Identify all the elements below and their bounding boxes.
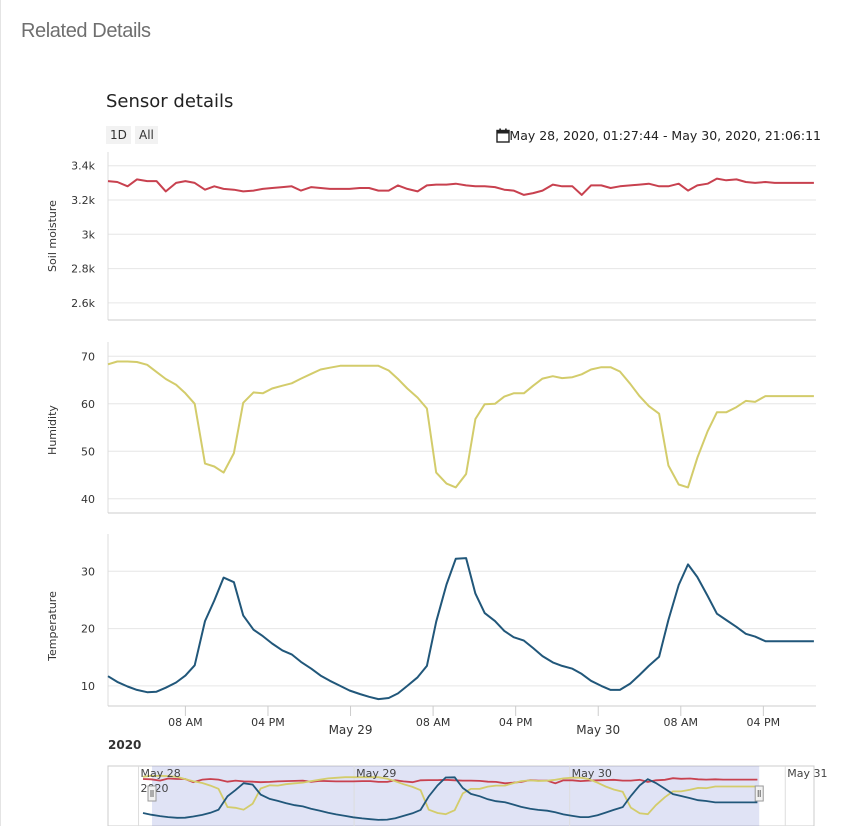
series-line-humidity[interactable] <box>107 360 814 489</box>
x-tick-label: 04 PM <box>251 716 285 729</box>
y-axis-title: Humidity <box>46 405 59 455</box>
date-range-label[interactable]: May 28, 2020, 01:27:44 - May 30, 2020, 2… <box>509 128 821 143</box>
y-tick-label: 30 <box>81 565 95 578</box>
y-tick-label: 3.4k <box>71 160 95 173</box>
y-tick-label: 3k <box>82 228 96 241</box>
x-tick-label: May 29 <box>329 723 373 737</box>
navigator-label: May 29 <box>356 767 396 780</box>
x-tick-label: 08 AM <box>168 716 203 729</box>
navigator-handle-left[interactable] <box>147 785 157 802</box>
y-axis-title: Temperature <box>46 591 59 662</box>
range-button-all[interactable]: All <box>135 126 158 144</box>
page-heading: Related Details <box>21 20 151 42</box>
y-axis-title: Soil moisture <box>46 200 59 272</box>
navigator-label: May 28 <box>141 767 181 780</box>
left-border <box>0 0 1 826</box>
navigator-label: May 30 <box>572 767 612 780</box>
x-tick-label: 04 PM <box>747 716 781 729</box>
x-tick-label: 08 AM <box>664 716 699 729</box>
navigator-series <box>142 775 758 816</box>
y-tick-label: 2.6k <box>71 297 95 310</box>
calendar-icon[interactable] <box>496 128 510 143</box>
year-label: 2020 <box>108 738 141 752</box>
range-button-1d[interactable]: 1D <box>106 126 131 144</box>
y-tick-label: 40 <box>81 493 95 506</box>
y-tick-label: 3.2k <box>71 194 95 207</box>
navigator-selection <box>152 766 760 826</box>
y-tick-label: 50 <box>81 445 95 458</box>
y-tick-label: 2.8k <box>71 263 95 276</box>
x-tick-label: 08 AM <box>416 716 451 729</box>
navigator-series <box>142 777 758 785</box>
navigator-label: May 31 <box>787 767 827 780</box>
navigator-series <box>142 776 758 821</box>
y-tick-label: 10 <box>81 680 95 693</box>
x-tick-label: 04 PM <box>499 716 533 729</box>
x-tick-label: May 30 <box>576 723 620 737</box>
navigator-handle-right[interactable] <box>754 785 764 802</box>
chart-title: Sensor details <box>106 91 234 112</box>
y-tick-label: 70 <box>81 350 95 363</box>
y-tick-label: 20 <box>81 623 95 636</box>
series-line-soil-moisture[interactable] <box>107 177 814 196</box>
series-line-temperature[interactable] <box>107 557 814 701</box>
y-tick-label: 60 <box>81 398 95 411</box>
